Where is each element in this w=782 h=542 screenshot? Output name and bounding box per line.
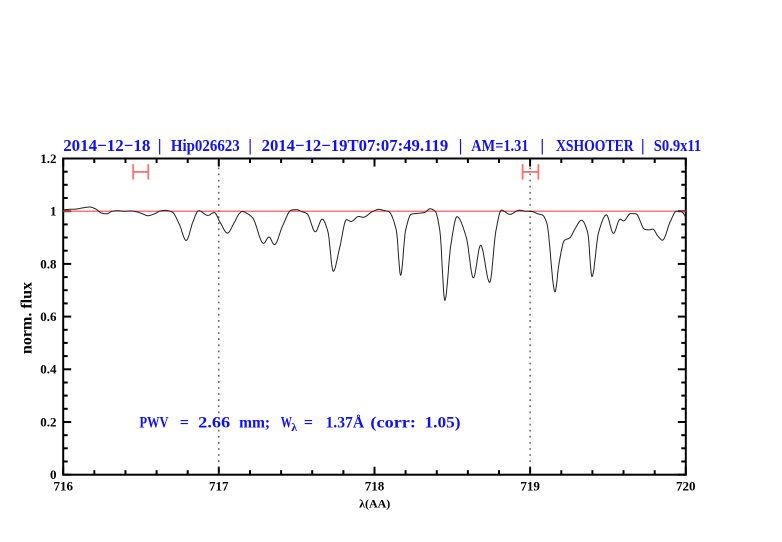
svg-text:0.6: 0.6	[40, 309, 57, 324]
svg-text:=: =	[304, 415, 313, 432]
svg-text:2.66: 2.66	[198, 415, 230, 432]
svg-text:Hip026623: Hip026623	[171, 136, 240, 155]
svg-text:S0.9x11: S0.9x11	[654, 136, 701, 155]
svg-text:1.05): 1.05)	[425, 415, 461, 432]
svg-text:2014−12−19T07:07:49.119: 2014−12−19T07:07:49.119	[262, 136, 449, 155]
svg-text:1: 1	[50, 204, 57, 219]
svg-text:W: W	[281, 415, 292, 432]
svg-text:λ: λ	[291, 420, 297, 434]
svg-text:0.8: 0.8	[40, 256, 57, 271]
svg-text:λ(AA): λ(AA)	[359, 497, 390, 511]
svg-text:718: 718	[365, 479, 385, 494]
svg-text:|: |	[641, 136, 645, 155]
svg-text:0: 0	[50, 467, 57, 482]
svg-text:mm;: mm;	[239, 415, 270, 432]
svg-text:=: =	[180, 415, 189, 432]
svg-text:2014−12−18: 2014−12−18	[63, 136, 151, 155]
svg-text:|: |	[248, 136, 252, 155]
svg-text:716: 716	[53, 479, 73, 494]
svg-text:1.2: 1.2	[40, 151, 56, 166]
svg-text:PWV: PWV	[140, 415, 169, 432]
svg-text:|: |	[158, 136, 162, 155]
svg-text:norm. flux: norm. flux	[19, 282, 36, 354]
svg-text:0.4: 0.4	[40, 362, 57, 377]
svg-text:XSHOOTER: XSHOOTER	[556, 136, 634, 155]
svg-text:1.37Å: 1.37Å	[326, 414, 365, 432]
svg-text:717: 717	[209, 479, 229, 494]
svg-text:AM=1.31: AM=1.31	[471, 136, 528, 155]
svg-text:719: 719	[520, 479, 540, 494]
svg-text:720: 720	[676, 479, 696, 494]
svg-text:0.2: 0.2	[40, 414, 56, 429]
svg-text:|: |	[459, 136, 463, 155]
svg-text:|: |	[540, 136, 544, 155]
svg-text:(corr:: (corr:	[370, 415, 416, 432]
